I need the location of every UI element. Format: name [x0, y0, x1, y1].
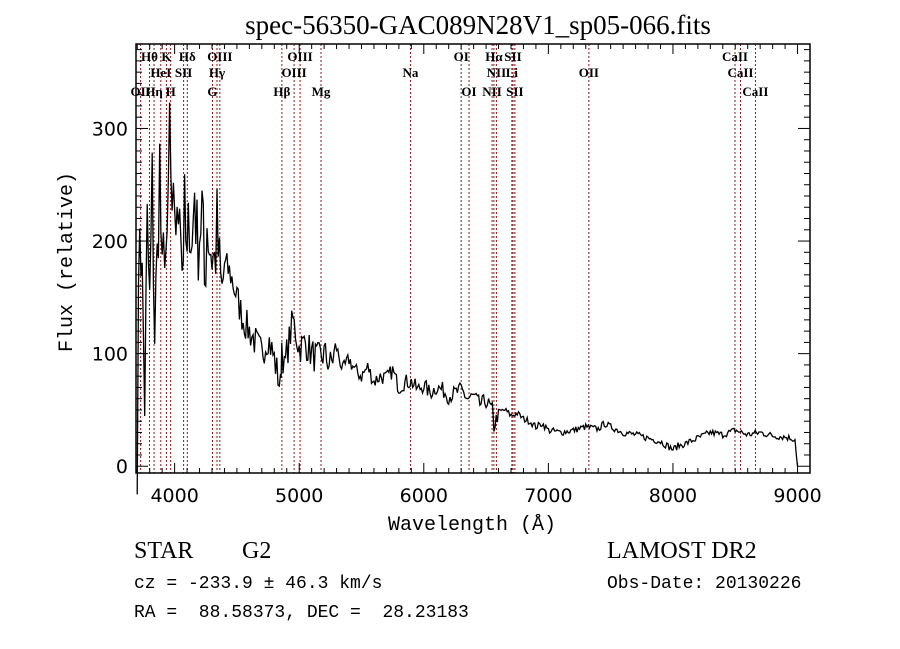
y-axis: 0 100 200 300 [92, 49, 810, 478]
spectrum-line [136, 102, 799, 495]
object-subclass: G2 [242, 538, 272, 564]
line-label: OIII [287, 49, 312, 64]
line-label: Hη [145, 84, 163, 99]
line-label: H [166, 84, 176, 99]
plot-frame [135, 43, 811, 474]
line-label: CaII [727, 65, 753, 80]
line-label: SII [506, 84, 523, 99]
object-class: STAR [134, 538, 194, 564]
x-tick-label: 8000 [649, 485, 697, 507]
line-label: OIII [207, 49, 232, 64]
line-label: G [207, 84, 217, 99]
line-label: Mg [312, 84, 331, 99]
line-label: OIII [281, 65, 306, 80]
survey-name: LAMOST DR2 [607, 538, 757, 564]
x-tick-label: 4000 [150, 485, 198, 507]
chart-title: spec-56350-GAC089N28V1_sp05-066.fits [245, 10, 711, 40]
line-label: OII [579, 65, 599, 80]
y-tick-label: 200 [92, 231, 128, 253]
line-label: HeI [150, 65, 171, 80]
line-markers [140, 44, 756, 473]
line-label: Hβ [273, 84, 290, 99]
y-axis-label: Flux (relative) [56, 172, 79, 352]
line-label: SII [175, 65, 192, 80]
line-label: Hθ [141, 49, 158, 64]
coordinates: RA = 88.58373, DEC = 28.23183 [134, 603, 469, 623]
line-label: Hδ [179, 49, 196, 64]
y-tick-label: 300 [92, 118, 128, 140]
x-tick-label: 6000 [400, 485, 448, 507]
observation-date: Obs-Date: 20130226 [607, 574, 802, 594]
line-label: OI [454, 49, 469, 64]
y-tick-label: 100 [92, 344, 128, 366]
line-label: Hγ [209, 65, 225, 80]
line-label: K [161, 49, 172, 64]
line-label: NII [482, 84, 502, 99]
line-label: Na [403, 65, 419, 80]
x-tick-label: 7000 [524, 485, 572, 507]
x-axis: 4000 5000 6000 7000 8000 9000 [136, 44, 822, 507]
x-tick-label: 5000 [275, 485, 323, 507]
x-axis-label: Wavelength (Å) [388, 514, 556, 537]
line-label: Li [506, 65, 519, 80]
line-label: Hα [485, 49, 503, 64]
y-tick-label: 0 [116, 456, 128, 478]
line-label: OI [461, 84, 476, 99]
redshift-velocity: cz = -233.9 ± 46.3 km/s [134, 574, 383, 594]
line-label: CaII [742, 84, 768, 99]
x-tick-label: 9000 [773, 485, 821, 507]
line-label: CaII [722, 49, 748, 64]
line-label: NII [487, 65, 507, 80]
line-label: SII [504, 49, 521, 64]
